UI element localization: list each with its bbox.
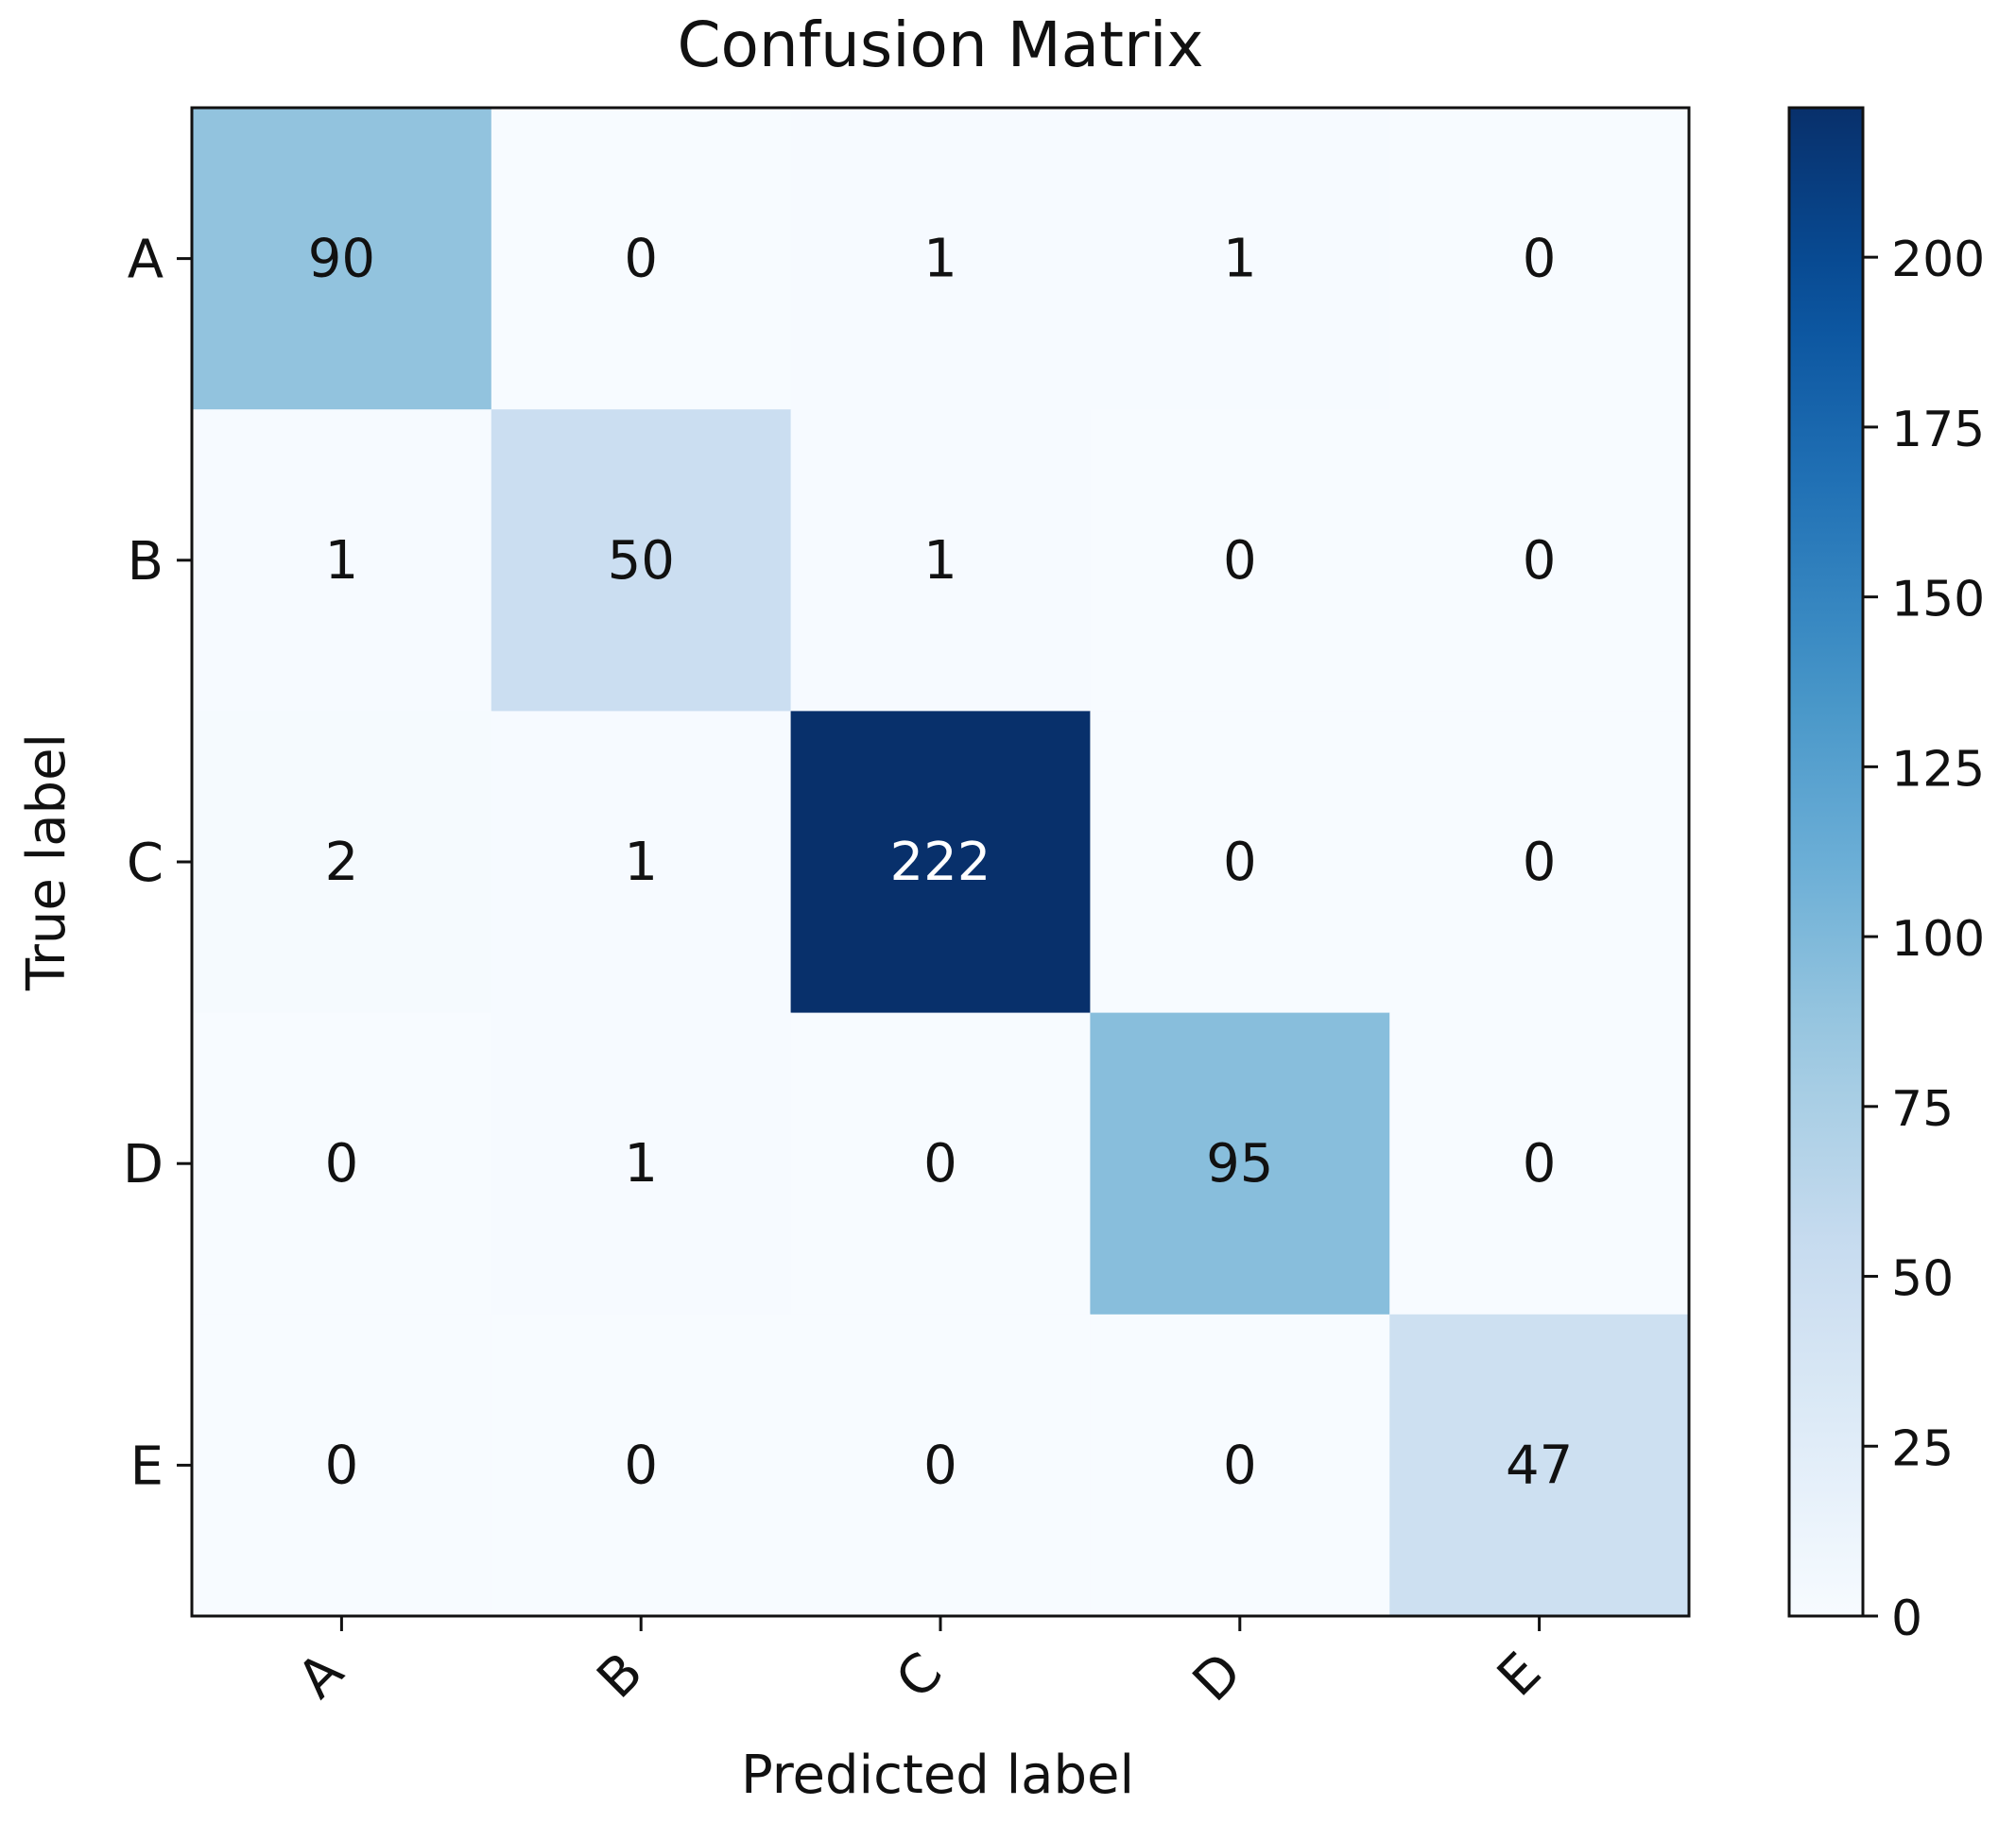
cell-value-label: 1 bbox=[325, 530, 359, 592]
heatmap-cell bbox=[1389, 711, 1690, 1014]
heatmap-cell bbox=[192, 711, 492, 1014]
colorbar-tick-label: 50 bbox=[1891, 1251, 1954, 1308]
cell-value-label: 0 bbox=[1523, 530, 1557, 592]
heatmap-cell bbox=[790, 409, 1091, 712]
heatmap-cell bbox=[192, 108, 492, 410]
heatmap-cell bbox=[1090, 1314, 1390, 1617]
cell-value-label: 0 bbox=[1223, 832, 1257, 893]
x-tick-label: B bbox=[586, 1642, 655, 1711]
y-axis: A B C D E bbox=[123, 230, 192, 1497]
colorbar: 0 25 50 75 100 125 150 175 200 bbox=[1787, 106, 1985, 1647]
cell-value-label: 1 bbox=[923, 229, 957, 290]
cell-value-label: 1 bbox=[1223, 229, 1257, 290]
heatmap-cell bbox=[790, 1314, 1091, 1617]
colorbar-tick-label: 125 bbox=[1891, 741, 1985, 798]
heatmap-cell bbox=[491, 409, 792, 712]
heatmap-cell bbox=[1090, 1012, 1390, 1316]
y-tick-label: E bbox=[130, 1436, 164, 1497]
cell-value-label: 1 bbox=[923, 530, 957, 592]
cell-value-label: 0 bbox=[923, 1133, 957, 1195]
heatmap-cell bbox=[491, 1012, 792, 1316]
x-tick-label: A bbox=[286, 1642, 355, 1711]
cell-value-label: 0 bbox=[624, 229, 658, 290]
y-tick-label: C bbox=[127, 833, 164, 894]
colorbar-tick-label: 75 bbox=[1891, 1081, 1954, 1138]
heatmap-cell bbox=[1090, 711, 1390, 1014]
cell-value-label: 0 bbox=[325, 1435, 359, 1496]
x-tick-label: C bbox=[885, 1642, 955, 1711]
chart-title: Confusion Matrix bbox=[677, 9, 1203, 81]
cell-value-label: 47 bbox=[1506, 1435, 1573, 1496]
cell-value-label: 50 bbox=[608, 530, 675, 592]
heatmap-cell bbox=[192, 409, 492, 712]
heatmap-cells bbox=[192, 108, 1690, 1617]
cell-value-label: 222 bbox=[890, 832, 991, 893]
cell-value-label: 0 bbox=[923, 1435, 957, 1496]
colorbar-tick-label: 150 bbox=[1891, 572, 1985, 628]
cell-value-label: 0 bbox=[624, 1435, 658, 1496]
colorbar-tick-label: 200 bbox=[1891, 232, 1985, 288]
heatmap-cell bbox=[1389, 108, 1690, 410]
colorbar-tick-label: 0 bbox=[1891, 1591, 1922, 1647]
cell-value-label: 0 bbox=[1523, 832, 1557, 893]
y-tick-label: B bbox=[128, 531, 164, 593]
cell-value-label: 95 bbox=[1206, 1133, 1273, 1195]
heatmap-cell bbox=[491, 1314, 792, 1617]
cell-value-label: 0 bbox=[1223, 1435, 1257, 1496]
cell-labels: 90 0 1 1 0 1 50 1 0 0 2 1 222 0 0 0 1 0 95 0 0 0 0 0 47 bbox=[308, 229, 1573, 1497]
x-axis-label: Predicted label bbox=[741, 1745, 1134, 1806]
heatmap-cell bbox=[790, 108, 1091, 410]
y-tick-label: D bbox=[123, 1134, 164, 1195]
heatmap-cell bbox=[491, 711, 792, 1014]
colorbar-tick-label: 175 bbox=[1891, 402, 1985, 458]
heatmap-cell bbox=[192, 1314, 492, 1617]
cell-value-label: 2 bbox=[325, 832, 359, 893]
y-tick-label: A bbox=[128, 230, 164, 291]
colorbar-gradient bbox=[1787, 106, 1865, 1618]
x-axis: A B C D E bbox=[286, 1616, 1553, 1713]
heatmap-cell bbox=[1389, 409, 1690, 712]
heatmap-cell bbox=[491, 108, 792, 410]
cell-value-label: 1 bbox=[624, 832, 658, 893]
heatmap-cell bbox=[1389, 1012, 1690, 1316]
cell-value-label: 1 bbox=[624, 1133, 658, 1195]
heatmap-cell bbox=[1090, 409, 1390, 712]
x-tick-label: E bbox=[1486, 1642, 1553, 1709]
cell-value-label: 90 bbox=[308, 229, 375, 290]
colorbar-tick-label: 100 bbox=[1891, 911, 1985, 968]
heatmap-cell bbox=[790, 1012, 1091, 1316]
cell-value-label: 0 bbox=[1223, 530, 1257, 592]
y-axis-label: True label bbox=[16, 733, 78, 991]
heatmap-cell bbox=[192, 1012, 492, 1316]
heatmap-cell bbox=[1389, 1314, 1690, 1617]
cell-value-label: 0 bbox=[1523, 229, 1557, 290]
x-tick-label: D bbox=[1181, 1642, 1253, 1713]
heatmap-cell bbox=[790, 711, 1091, 1014]
colorbar-tick-label: 25 bbox=[1891, 1420, 1954, 1477]
cell-value-label: 0 bbox=[325, 1133, 359, 1195]
cell-value-label: 0 bbox=[1523, 1133, 1557, 1195]
heatmap-cell bbox=[1090, 108, 1390, 410]
